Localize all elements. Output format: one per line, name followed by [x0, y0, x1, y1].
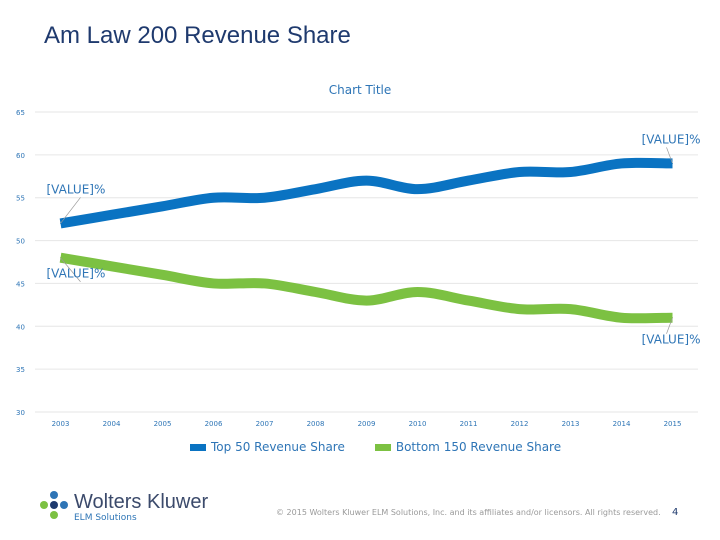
legend-item-top50: Top 50 Revenue Share — [190, 440, 345, 454]
data-labels: [VALUE]% [VALUE]% [VALUE]% [VALUE]% — [47, 132, 701, 346]
x-tick-label: 2011 — [460, 420, 478, 428]
x-tick-label: 2009 — [358, 420, 376, 428]
x-tick-label: 2005 — [154, 420, 172, 428]
x-tick-label: 2007 — [256, 420, 274, 428]
x-tick-label: 2013 — [562, 420, 580, 428]
y-tick-label: 55 — [16, 195, 25, 203]
logo-name: Wolters Kluwer — [74, 491, 209, 513]
copyright-text: © 2015 Wolters Kluwer ELM Solutions, Inc… — [276, 508, 661, 517]
x-tick-label: 2004 — [103, 420, 121, 428]
x-tick-label: 2003 — [52, 420, 70, 428]
series-1-point — [621, 317, 622, 319]
label-leader — [60, 197, 81, 224]
data-label: [VALUE]% — [47, 182, 106, 196]
series-1-point — [417, 291, 418, 293]
legend-swatch-bottom150 — [374, 443, 391, 451]
x-axis: 2003 2004 2005 2006 2007 2008 2009 2010 2011 2012… — [52, 420, 682, 428]
y-tick-label: 35 — [16, 366, 25, 374]
x-tick-label: 2015 — [664, 420, 682, 428]
label-leader — [60, 257, 81, 282]
series-0-point — [468, 180, 469, 182]
series-1-point — [264, 282, 265, 284]
logo-subtitle: ELM Solutions — [74, 513, 137, 523]
y-tick-label: 60 — [16, 152, 25, 160]
x-tick-label: 2008 — [307, 420, 325, 428]
series-0-point — [111, 214, 112, 216]
series-0-point — [366, 180, 367, 182]
legend-label-top50: Top 50 Revenue Share — [211, 440, 345, 454]
y-tick-label: 45 — [16, 280, 25, 288]
logo-mark-icon — [40, 491, 68, 519]
legend: Top 50 Revenue Share Bottom 150 Revenue … — [190, 440, 561, 454]
grid-layer — [35, 111, 698, 413]
legend-label-bottom150: Bottom 150 Revenue Share — [395, 440, 562, 454]
x-tick-label: 2010 — [409, 420, 427, 428]
y-tick-label: 40 — [16, 323, 25, 331]
series-1-point — [213, 282, 214, 284]
x-tick-label: 2006 — [205, 420, 223, 428]
label-leader — [666, 317, 673, 334]
series-1-point — [570, 308, 571, 310]
data-label: [VALUE]% — [642, 132, 701, 146]
legend-item-bottom150: Bottom 150 Revenue Share — [374, 440, 562, 454]
company-logo: Wolters Kluwer ELM Solutions — [40, 491, 208, 523]
series-1-point — [519, 308, 520, 310]
series-0-point — [315, 188, 316, 190]
y-tick-label: 65 — [16, 109, 25, 117]
y-tick-label: 30 — [16, 409, 25, 417]
page-number: 4 — [672, 507, 679, 518]
series-1-point — [111, 265, 112, 267]
series-0-point — [264, 197, 265, 199]
series-0-point — [570, 171, 571, 173]
y-tick-label: 50 — [16, 238, 25, 246]
data-label: [VALUE]% — [642, 333, 701, 347]
series-0-point — [162, 205, 163, 207]
series-0-point — [213, 197, 214, 199]
x-tick-label: 2014 — [613, 420, 631, 428]
legend-swatch-top50 — [190, 443, 206, 451]
series-line-1 — [59, 252, 673, 324]
series-1-point — [162, 274, 163, 276]
series-0-point — [519, 171, 520, 173]
series-0-point — [621, 162, 622, 164]
chart-title: Chart Title — [328, 83, 392, 97]
data-label: [VALUE]% — [47, 267, 106, 281]
label-leader — [666, 147, 673, 164]
x-tick-label: 2012 — [511, 420, 529, 428]
series-1-point — [468, 300, 469, 302]
series-1-point — [315, 291, 316, 293]
series-1-point — [366, 300, 367, 302]
series-0-point — [417, 188, 418, 190]
y-axis: 30 35 40 45 50 55 60 65 — [16, 109, 25, 417]
slide-title: Am Law 200 Revenue Share — [44, 22, 351, 49]
series-line-0 — [59, 157, 673, 229]
